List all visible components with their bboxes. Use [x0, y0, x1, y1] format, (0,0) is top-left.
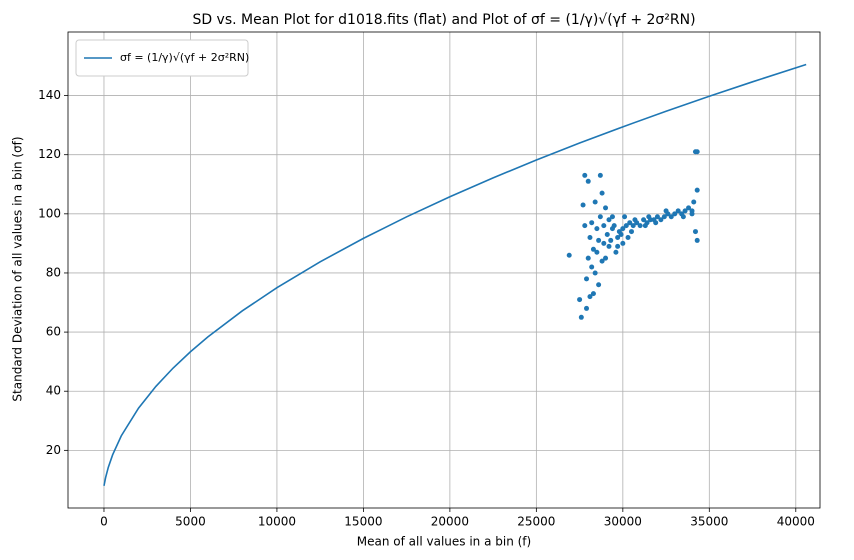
- scatter-point: [596, 237, 602, 243]
- scatter-point: [625, 234, 631, 240]
- scatter-point: [592, 199, 598, 205]
- scatter-point: [672, 211, 678, 217]
- scatter-point: [585, 255, 591, 261]
- scatter-point: [590, 246, 596, 252]
- scatter-point: [589, 220, 595, 226]
- scatter-point: [675, 208, 681, 214]
- y-tick-label: 80: [46, 265, 61, 279]
- x-tick-label: 30000: [604, 515, 642, 529]
- x-tick-label: 0: [100, 515, 108, 529]
- scatter-point: [615, 243, 621, 249]
- scatter-point: [582, 172, 588, 178]
- scatter-point: [618, 232, 624, 238]
- y-tick-label: 40: [46, 384, 61, 398]
- y-tick-label: 60: [46, 325, 61, 339]
- x-tick-label: 35000: [690, 515, 728, 529]
- scatter-point: [601, 223, 607, 229]
- scatter-point: [661, 214, 667, 220]
- scatter-point: [609, 214, 615, 220]
- scatter-point: [694, 237, 700, 243]
- scatter-point: [597, 214, 603, 220]
- x-tick-label: 25000: [517, 515, 555, 529]
- scatter-point: [594, 226, 600, 232]
- scatter-point: [603, 255, 609, 261]
- plot-frame: [67, 31, 821, 509]
- y-tick-label: 20: [46, 443, 61, 457]
- scatter-point: [630, 223, 636, 229]
- scatter-point: [623, 223, 629, 229]
- x-tick-label: 15000: [344, 515, 382, 529]
- scatter-point: [682, 208, 688, 214]
- scatter-point: [692, 229, 698, 235]
- scatter-point: [620, 240, 626, 246]
- scatter-point: [628, 229, 634, 235]
- scatter-point: [694, 187, 700, 193]
- scatter-point: [603, 205, 609, 211]
- scatter-point: [566, 252, 572, 258]
- scatter-point: [680, 214, 686, 220]
- scatter-point: [587, 294, 593, 300]
- scatter-point: [599, 258, 605, 264]
- y-tick-label: 100: [38, 206, 61, 220]
- scatter-point: [589, 264, 595, 270]
- scatter-point: [606, 243, 612, 249]
- series-line: [103, 63, 807, 486]
- scatter-point: [694, 149, 700, 155]
- scatter-point: [622, 214, 628, 220]
- scatter-point: [587, 234, 593, 240]
- scatter-point: [641, 217, 647, 223]
- scatter-point: [620, 226, 626, 232]
- scatter-point: [580, 202, 586, 208]
- scatter-point: [642, 223, 648, 229]
- x-tick-label: 40000: [777, 515, 815, 529]
- scatter-point: [582, 223, 588, 229]
- legend-box: [75, 39, 249, 77]
- scatter-point: [632, 217, 638, 223]
- scatter-point: [613, 249, 619, 255]
- scatter-point: [606, 217, 612, 223]
- legend-label: σf = (1/γ)√(γf + 2σ²RN): [120, 51, 249, 64]
- scatter-point: [668, 214, 674, 220]
- scatter-point: [686, 205, 692, 211]
- y-tick-label: 140: [38, 88, 61, 102]
- scatter-point: [608, 237, 614, 243]
- scatter-point: [663, 208, 669, 214]
- scatter-point: [594, 249, 600, 255]
- y-axis-label: Standard Deviation of all values in a bi…: [11, 136, 25, 401]
- x-axis-label: Mean of all values in a bin (f): [357, 535, 531, 549]
- scatter-point: [590, 291, 596, 297]
- scatter-point: [691, 199, 697, 205]
- scatter-point: [601, 240, 607, 246]
- scatter-point: [604, 232, 610, 238]
- scatter-point: [611, 223, 617, 229]
- scatter-point: [615, 234, 621, 240]
- scatter-point: [596, 282, 602, 288]
- scatter-point: [658, 217, 664, 223]
- scatter-point: [653, 220, 659, 226]
- scatter-point: [637, 223, 643, 229]
- scatter-point: [578, 314, 584, 320]
- x-tick-label: 5000: [175, 515, 206, 529]
- scatter-point: [585, 178, 591, 184]
- scatter-point: [689, 211, 695, 217]
- scatter-point: [648, 217, 654, 223]
- x-tick-label: 10000: [258, 515, 296, 529]
- scatter-point: [654, 214, 660, 220]
- chart-title: SD vs. Mean Plot for d1018.fits (flat) a…: [192, 12, 695, 28]
- scatter-point: [597, 172, 603, 178]
- x-tick-label: 20000: [431, 515, 469, 529]
- y-tick-label: 120: [38, 147, 61, 161]
- scatter-point: [577, 297, 583, 303]
- scatter-point: [592, 270, 598, 276]
- scatter-point: [599, 190, 605, 196]
- scatter-point: [584, 305, 590, 311]
- scatter-point: [584, 276, 590, 282]
- scatter-point: [627, 220, 633, 226]
